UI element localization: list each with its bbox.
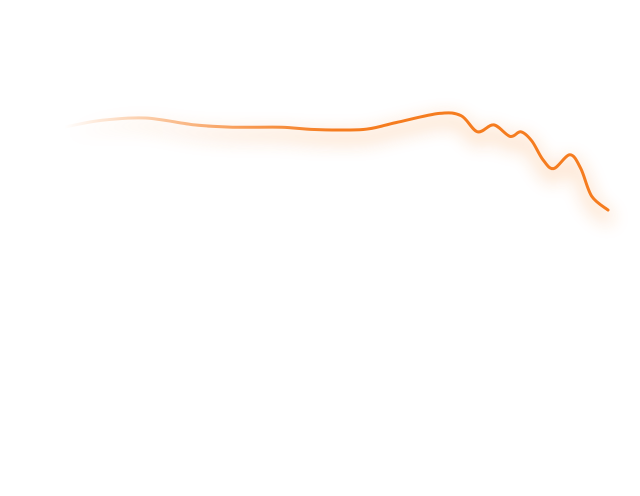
series-line-glow [59,115,613,223]
plot-area [59,111,613,223]
series-line [62,111,610,212]
